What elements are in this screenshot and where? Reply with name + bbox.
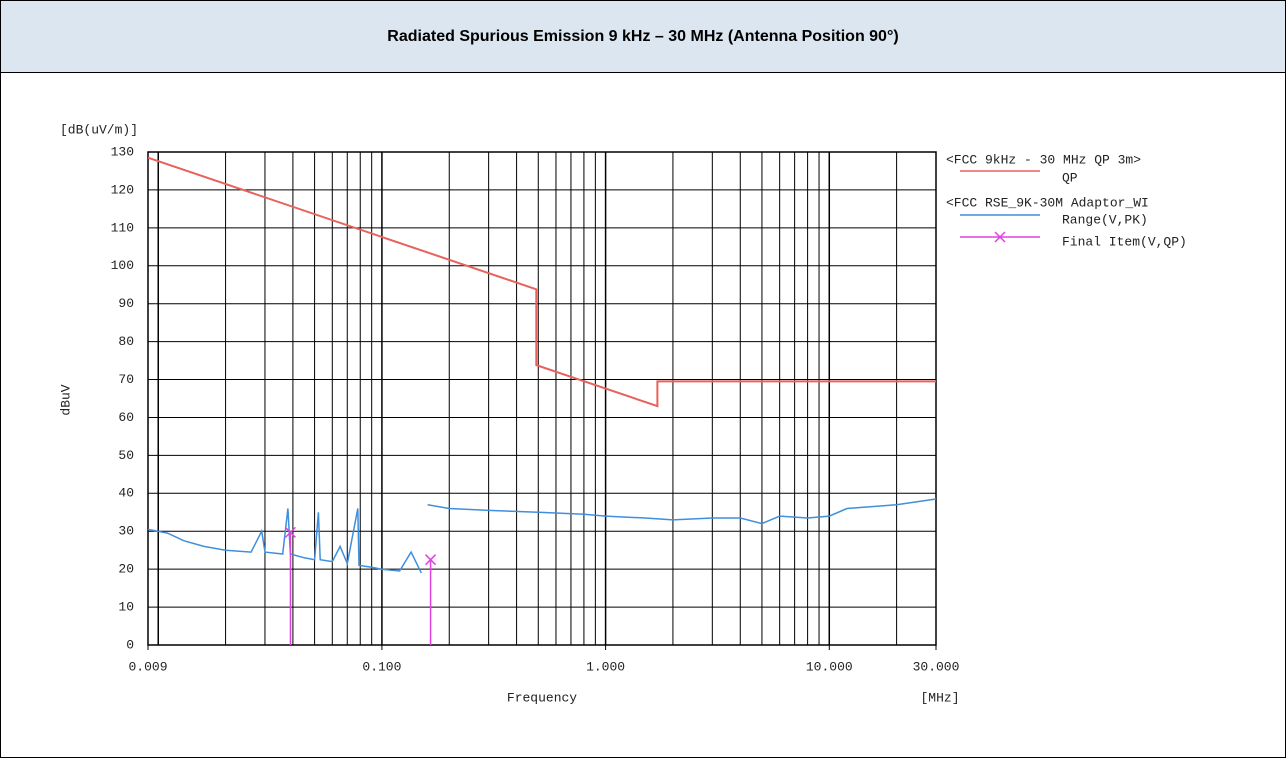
y-tick-label: 50 xyxy=(118,448,134,463)
y-tick-label: 100 xyxy=(111,258,134,273)
legend-label: Final Item(V,QP) xyxy=(1062,234,1187,249)
y-tick-label: 80 xyxy=(118,334,134,349)
x-tick-label: 30.000 xyxy=(913,659,960,674)
chart-title: Radiated Spurious Emission 9 kHz – 30 MH… xyxy=(387,28,898,45)
legend-marker xyxy=(994,231,1006,243)
y-tick-label: 10 xyxy=(118,600,134,615)
final-item-marker xyxy=(425,554,437,566)
range-trace xyxy=(147,498,937,574)
legend-label: QP xyxy=(1062,170,1078,185)
legend-label: Range(V,PK) xyxy=(1062,212,1148,227)
x-tick-label: 0.009 xyxy=(128,659,167,674)
y-tick-label: 0 xyxy=(126,637,134,652)
y-tick-label: 20 xyxy=(118,562,134,577)
y-tick-label: 60 xyxy=(118,410,134,425)
legend-group: <FCC 9kHz - 30 MHz QP 3m> xyxy=(946,152,1141,167)
x-tick-label: 1.000 xyxy=(586,659,625,674)
y-tick-label: 70 xyxy=(118,372,134,387)
x-tick-label: 0.100 xyxy=(362,659,401,674)
plot-area xyxy=(147,151,937,646)
header xyxy=(0,0,1286,73)
y-tick-label: 90 xyxy=(118,296,134,311)
x-unit: [MHz] xyxy=(920,690,959,705)
limit-line xyxy=(147,156,936,408)
legend-group: <FCC RSE_9K-30M Adaptor_WI xyxy=(946,195,1149,210)
x-tick-label: 10.000 xyxy=(806,659,853,674)
y-tick-label: 110 xyxy=(111,220,134,235)
final-item-marker xyxy=(284,526,296,538)
y-tick-label: 130 xyxy=(111,144,134,159)
x-label: Frequency xyxy=(507,690,577,705)
y-unit: [dB(uV/m)] xyxy=(60,122,138,137)
y-tick-label: 120 xyxy=(111,182,134,197)
y-label: dBuV xyxy=(58,384,73,415)
y-tick-label: 30 xyxy=(118,524,134,539)
y-tick-label: 40 xyxy=(118,486,134,501)
